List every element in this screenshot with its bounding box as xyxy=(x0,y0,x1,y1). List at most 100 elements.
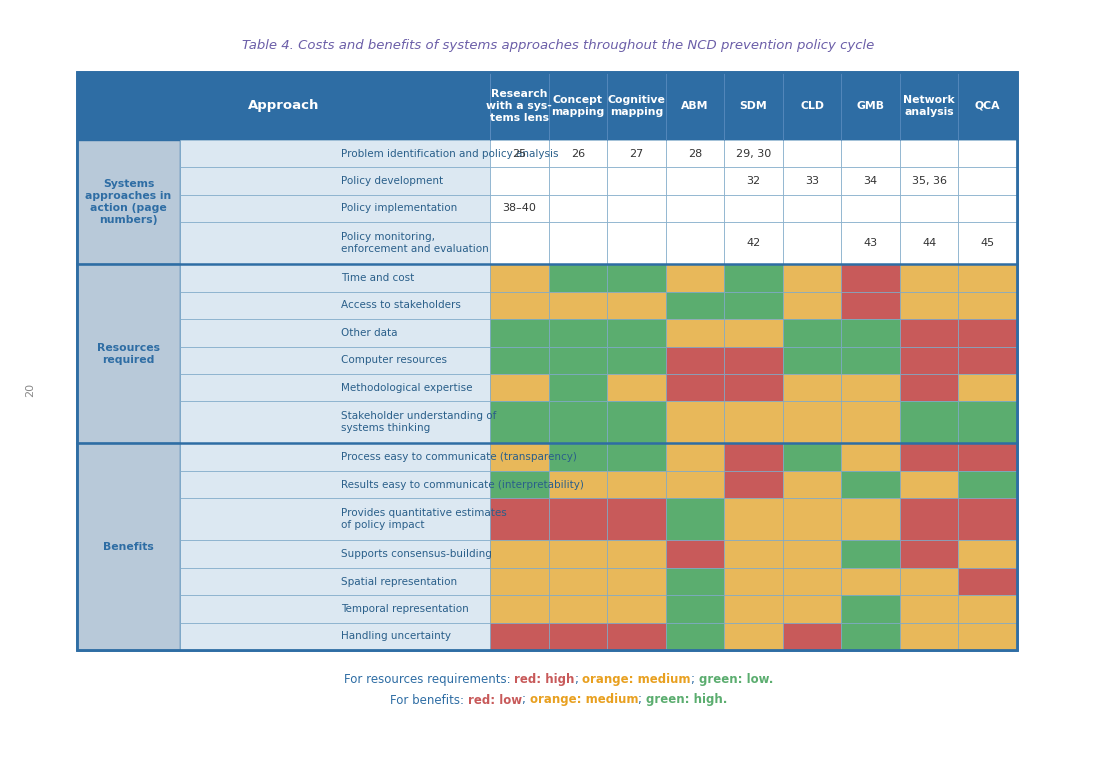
Text: Supports consensus-building: Supports consensus-building xyxy=(341,549,491,559)
Bar xyxy=(900,291,958,319)
Bar xyxy=(490,167,548,195)
Bar xyxy=(724,222,783,264)
Bar xyxy=(958,595,1016,622)
Bar xyxy=(608,498,666,540)
Text: 35, 36: 35, 36 xyxy=(911,176,947,186)
Bar xyxy=(490,346,548,374)
Bar xyxy=(666,291,724,319)
Bar xyxy=(666,222,724,264)
Bar xyxy=(77,140,180,264)
Bar xyxy=(900,540,958,568)
Bar xyxy=(180,195,490,222)
Bar xyxy=(608,319,666,346)
Bar xyxy=(548,401,608,444)
Bar xyxy=(958,346,1016,374)
Bar xyxy=(608,346,666,374)
Bar xyxy=(783,167,841,195)
Bar xyxy=(490,622,548,650)
Bar xyxy=(783,319,841,346)
Text: For resources requirements:: For resources requirements: xyxy=(344,673,514,686)
Bar xyxy=(783,195,841,222)
Bar xyxy=(724,595,783,622)
Bar xyxy=(841,195,900,222)
Bar xyxy=(724,140,783,167)
Bar xyxy=(77,72,1016,140)
Bar xyxy=(608,140,666,167)
Bar xyxy=(608,568,666,595)
Bar xyxy=(841,374,900,401)
Bar xyxy=(608,264,666,291)
Bar xyxy=(608,401,666,444)
Bar xyxy=(490,140,548,167)
Bar xyxy=(841,568,900,595)
Bar xyxy=(666,346,724,374)
Text: Temporal representation: Temporal representation xyxy=(341,604,469,614)
Bar xyxy=(724,444,783,471)
Bar xyxy=(608,622,666,650)
Bar xyxy=(783,401,841,444)
Bar xyxy=(548,346,608,374)
Text: GMB: GMB xyxy=(857,101,885,111)
Bar xyxy=(548,222,608,264)
Text: orange: medium: orange: medium xyxy=(529,693,638,706)
Bar xyxy=(958,540,1016,568)
Bar xyxy=(548,471,608,498)
Text: Problem identification and policy analysis: Problem identification and policy analys… xyxy=(341,148,558,159)
Text: 25: 25 xyxy=(513,148,526,159)
Bar xyxy=(958,374,1016,401)
Bar xyxy=(608,471,666,498)
Bar xyxy=(841,471,900,498)
Text: 29, 30: 29, 30 xyxy=(736,148,771,159)
Bar xyxy=(180,471,490,498)
Bar xyxy=(724,540,783,568)
Bar xyxy=(490,444,548,471)
Text: 32: 32 xyxy=(746,176,761,186)
Text: Benefits: Benefits xyxy=(103,542,154,552)
Text: ;: ; xyxy=(638,693,646,706)
Text: Network
analysis: Network analysis xyxy=(904,95,955,117)
Bar xyxy=(490,568,548,595)
Bar xyxy=(783,471,841,498)
Bar xyxy=(180,444,490,471)
Text: Access to stakeholders: Access to stakeholders xyxy=(341,301,461,310)
Text: 42: 42 xyxy=(746,238,761,248)
Bar xyxy=(783,622,841,650)
Bar xyxy=(841,595,900,622)
Bar xyxy=(958,471,1016,498)
Bar xyxy=(490,319,548,346)
Bar xyxy=(666,568,724,595)
Bar xyxy=(841,444,900,471)
Bar xyxy=(666,471,724,498)
Bar xyxy=(548,568,608,595)
Bar xyxy=(490,471,548,498)
Bar xyxy=(180,568,490,595)
Bar xyxy=(608,595,666,622)
Bar xyxy=(548,291,608,319)
Bar xyxy=(841,319,900,346)
Bar xyxy=(548,264,608,291)
Text: 33: 33 xyxy=(805,176,819,186)
Bar xyxy=(841,346,900,374)
Bar xyxy=(900,568,958,595)
Text: Methodological expertise: Methodological expertise xyxy=(341,383,472,393)
Bar xyxy=(724,568,783,595)
Bar xyxy=(666,195,724,222)
Bar xyxy=(841,401,900,444)
Bar xyxy=(958,222,1016,264)
Text: Research
with a sys-
tems lens: Research with a sys- tems lens xyxy=(486,89,552,123)
Text: red: high: red: high xyxy=(514,673,574,686)
Bar xyxy=(900,264,958,291)
Bar xyxy=(841,540,900,568)
Bar xyxy=(548,498,608,540)
Bar xyxy=(666,595,724,622)
Bar xyxy=(958,167,1016,195)
Bar xyxy=(490,222,548,264)
Bar xyxy=(724,264,783,291)
Bar xyxy=(548,540,608,568)
Text: red: low: red: low xyxy=(468,693,522,706)
Bar xyxy=(724,471,783,498)
Bar xyxy=(490,374,548,401)
Bar xyxy=(608,222,666,264)
Bar xyxy=(77,72,1016,650)
Bar xyxy=(724,401,783,444)
